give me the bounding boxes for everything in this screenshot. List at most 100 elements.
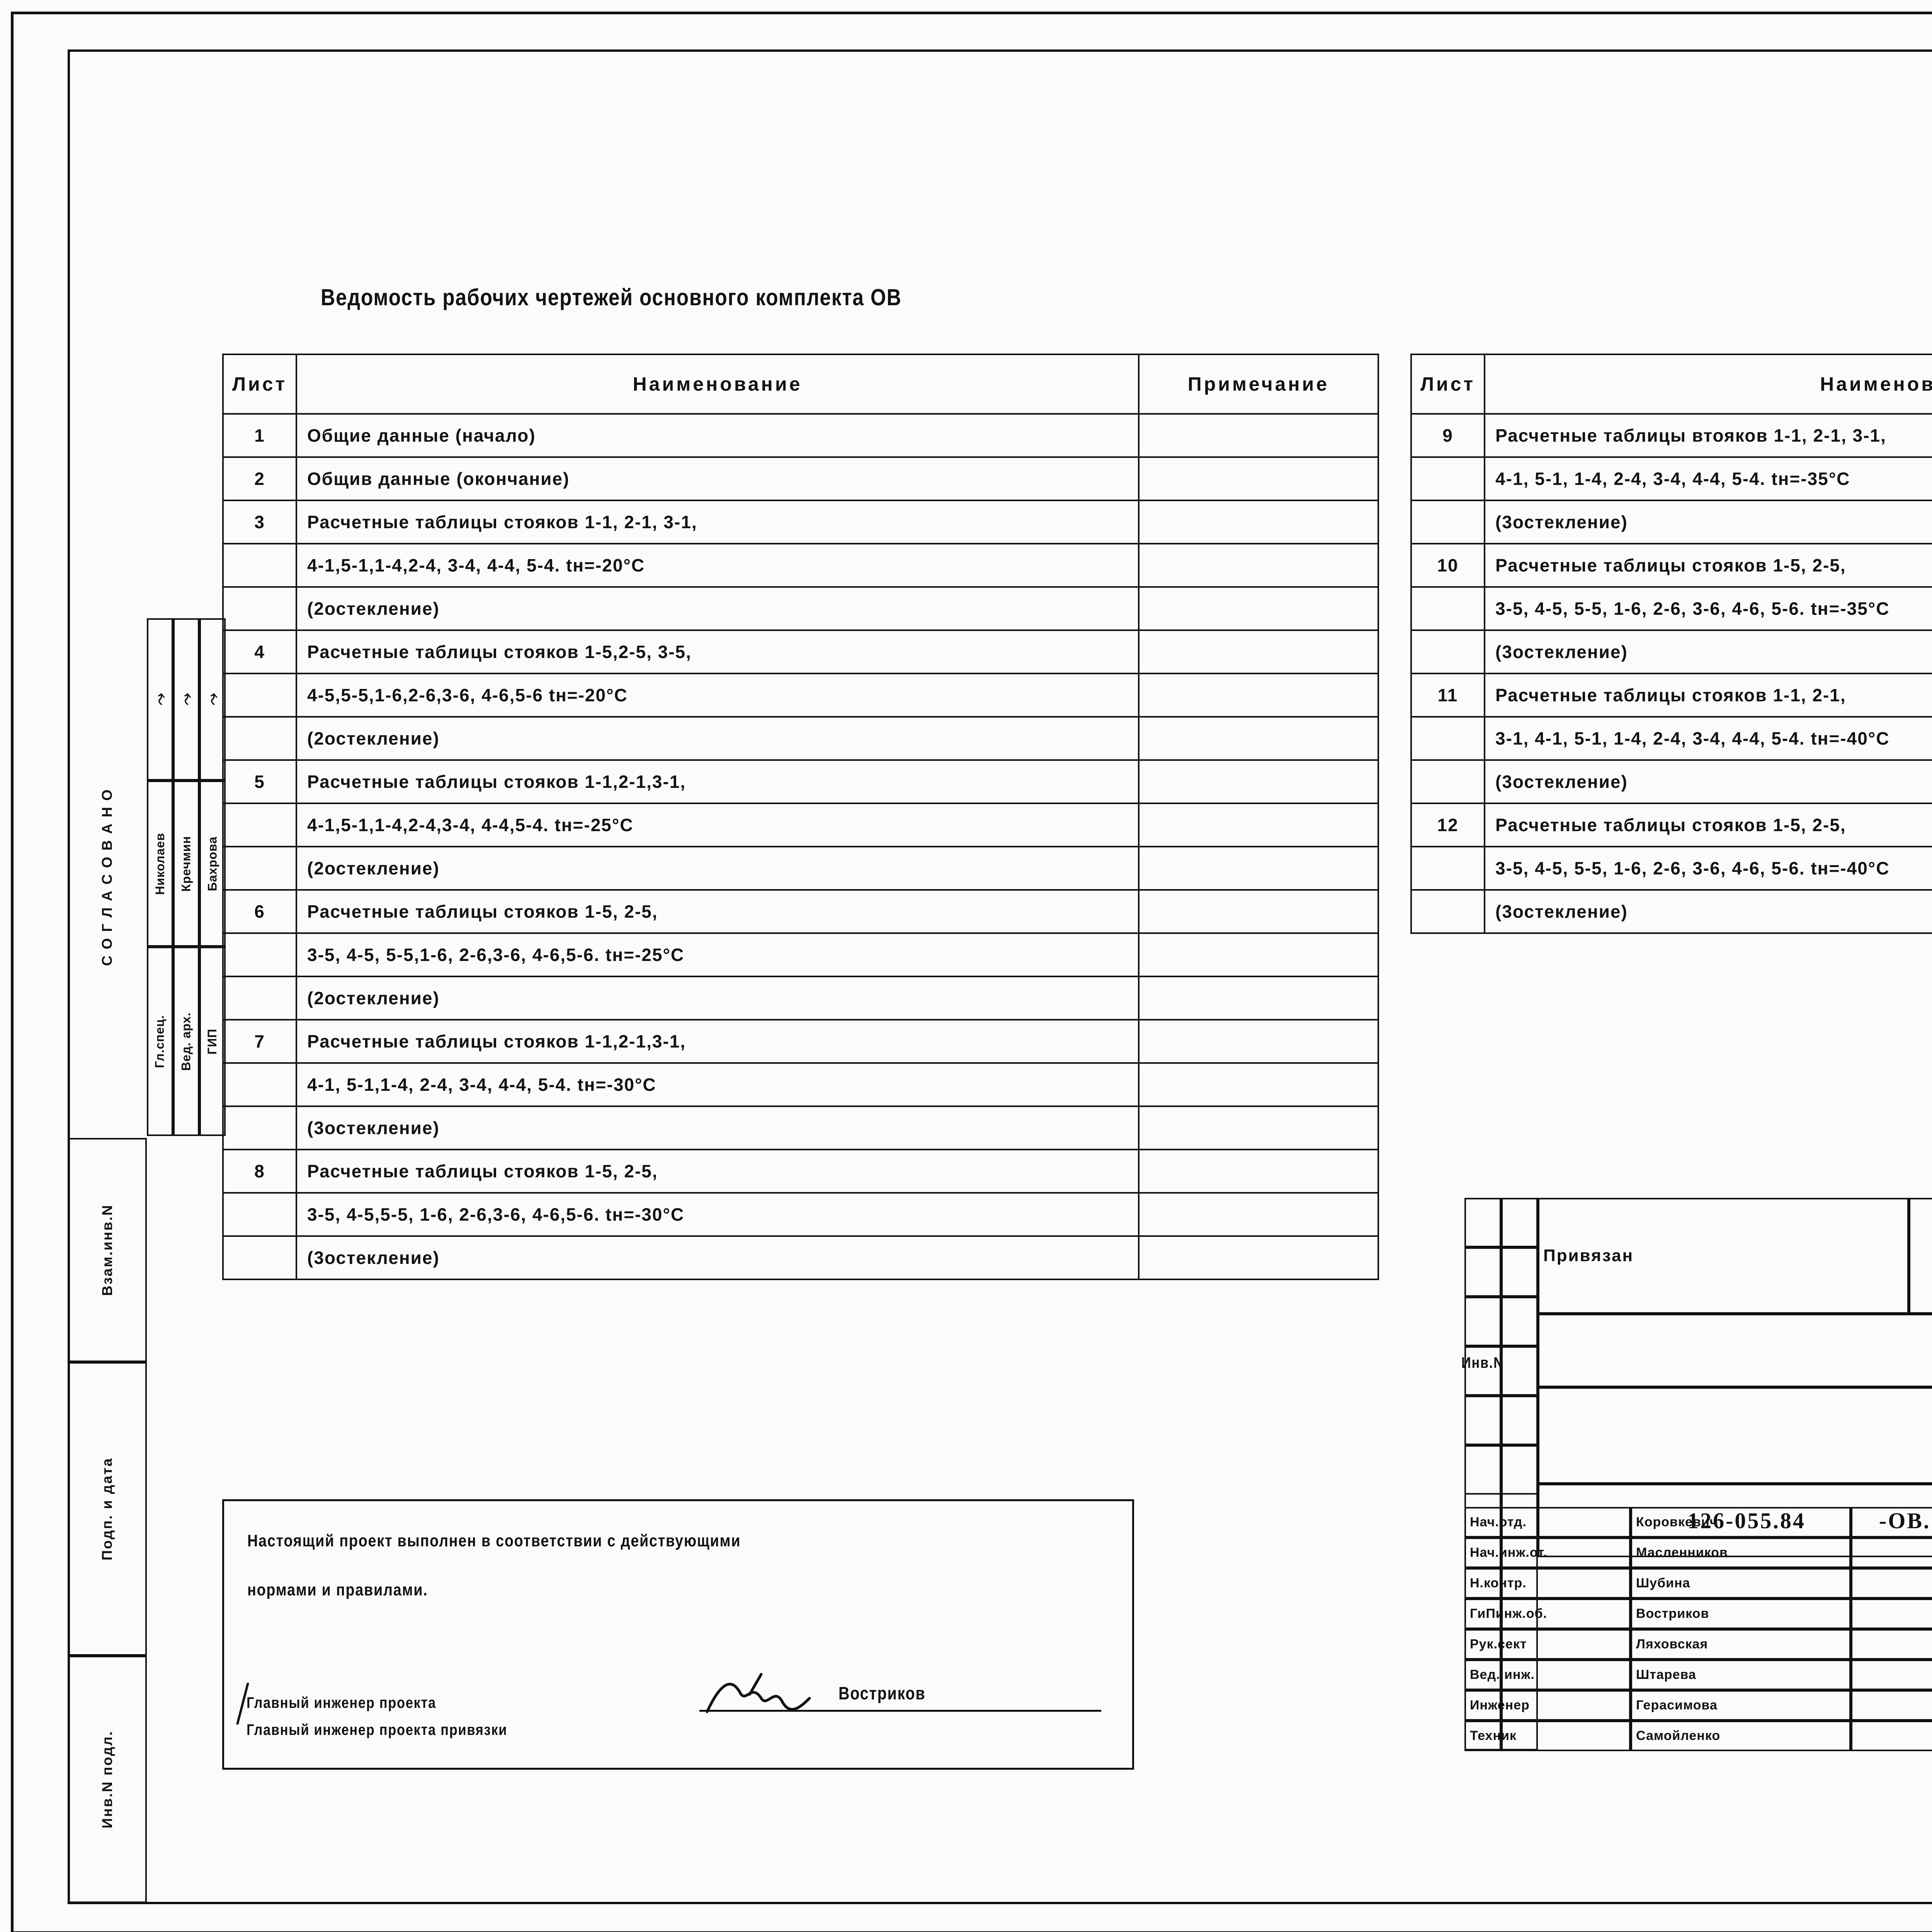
cell-name: 4-1,5-1,1-4,2-4,3-4, 4-4,5-4. tн=-25°С: [296, 803, 1139, 847]
cell-note: [1138, 759, 1379, 804]
name-cell: Масленников: [1631, 1537, 1851, 1568]
table-row: (2остекление): [222, 846, 1379, 891]
table-row: 9 Расчетные таблицы втояков 1-1, 2-1, 3-1…: [1410, 413, 1932, 458]
cell-name: Расчетные таблицы стояков 1-5, 2-5,: [296, 889, 1139, 934]
cell-sheet-number: [1410, 500, 1485, 544]
approver-name: Масленников: [1636, 1545, 1728, 1560]
cell-name: (3остекление): [1484, 759, 1932, 804]
cell-sheet-number: 12: [1410, 803, 1485, 847]
approver-name: Самойленко: [1636, 1728, 1721, 1743]
table-row: 1 Общие данные (начало): [222, 413, 1379, 458]
inv-podl-cell: Инв.N подл.: [68, 1656, 147, 1903]
table-row: 12 Расчетные таблицы стояков 1-5, 2-5,: [1410, 803, 1932, 847]
cell-sheet-number: [222, 586, 297, 631]
table-row: 11 Расчетные таблицы стояков 1-1, 2-1,: [1410, 673, 1932, 718]
drawing-code: 126-055.84: [1687, 1508, 1806, 1533]
signature-cell: ⤳: [1851, 1537, 1932, 1568]
cell-name: Расчетные таблицы втояков 1-1, 2-1, 3-1,: [1484, 413, 1932, 458]
cell-sheet-number: 9: [1410, 413, 1485, 458]
approver-name-cell: Николаев: [147, 781, 173, 947]
table-header-row: Лист Наименование Примечание: [222, 354, 1379, 415]
conformance-note-box: Настоящий проект выполнен в соответствии…: [222, 1499, 1134, 1770]
table-row: (3остекление): [222, 1105, 1379, 1150]
cell-name: (3остекление): [296, 1105, 1139, 1150]
table-row: 10 Расчетные таблицы стояков 1-5, 2-5,: [1410, 543, 1932, 588]
table-row: 4-1,5-1,1-4,2-4,3-4, 4-4,5-4. tн=-25°С: [222, 803, 1379, 847]
table-row: 4-5,5-5,1-6,2-6,3-6, 4-6,5-6 tн=-20°С: [222, 673, 1379, 718]
cell-sheet-number: 1: [222, 413, 297, 458]
cell-sheet-number: 4: [222, 629, 297, 674]
approver-signature-icon: ⤳: [177, 692, 195, 706]
signature-cell: ⤳: [1851, 1507, 1932, 1537]
approver-role: Нач.инж.от.: [1470, 1545, 1548, 1560]
table-row: 5 Расчетные таблицы стояков 1-1,2-1,3-1,: [222, 759, 1379, 804]
note-line-2: нормами и правилами.: [247, 1580, 428, 1599]
rev-row: [1464, 1198, 1538, 1247]
cell-sheet-number: [222, 543, 297, 588]
cell-note: [1138, 889, 1379, 934]
table-row: 8 Расчетные таблицы стояков 1-5, 2-5,: [222, 1149, 1379, 1194]
table-row: (3остекление): [1410, 500, 1932, 544]
approver-name: Востриков: [1636, 1606, 1709, 1621]
table-row: 3-5, 4-5, 5-5, 1-6, 2-6, 3-6, 4-6, 5-6. …: [1410, 846, 1932, 891]
role-cell: Рук.сект: [1464, 1629, 1631, 1660]
signature-role-gip-binding: Главный инженер проекта привязки: [247, 1721, 508, 1738]
approver-grid: [116, 746, 224, 1132]
cell-note: [1138, 846, 1379, 891]
cell-note: [1138, 932, 1379, 977]
approver-name-cell: Кречмин: [173, 781, 199, 947]
cell-sheet-number: [222, 1062, 297, 1107]
table-row: 2 Общив данные (окончание): [222, 456, 1379, 501]
signature-cell: ⤳: [1851, 1629, 1932, 1660]
cell-name: (3остекление): [296, 1235, 1139, 1280]
cell-name: Расчетные таблицы стояков 1-1, 2-1, 3-1,: [296, 500, 1139, 544]
name-cell: Штарева: [1631, 1660, 1851, 1690]
cell-name: Расчетные таблицы стояков 1-5,2-5, 3-5,: [296, 629, 1139, 674]
cell-sheet-number: [1410, 586, 1485, 631]
change-inv-label: Взам.инв.N: [99, 1204, 115, 1296]
rev-row: [1464, 1297, 1538, 1346]
cell-name: 3-5, 4-5,5-5, 1-6, 2-6,3-6, 4-6,5-6. tн=…: [296, 1192, 1139, 1237]
approver-role: Рук.сект: [1470, 1637, 1527, 1651]
cell-note: [1138, 803, 1379, 847]
cell-note: [1138, 629, 1379, 674]
rev-row: [1464, 1247, 1538, 1297]
rev-row: [1464, 1396, 1538, 1445]
rev-row: [1464, 1445, 1538, 1495]
cell-name: 4-1, 5-1, 1-4, 2-4, 3-4, 4-4, 5-4. tн=-3…: [1484, 456, 1932, 501]
signature-cell: ⤳: [1851, 1721, 1932, 1751]
name-cell: Герасимова: [1631, 1690, 1851, 1721]
approval-label: С О Г Л А С О В А Н О: [99, 788, 115, 966]
note-line-1: Настоящий проект выполнен в соответствии…: [247, 1531, 741, 1550]
col-header-name: Наименование: [296, 354, 1139, 415]
table-row: (3остекление): [1410, 889, 1932, 934]
cell-note: [1138, 673, 1379, 718]
col-header-sheet: Лист: [1410, 354, 1485, 415]
spacer-cell-2: [1538, 1387, 1932, 1484]
change-inv-cell: Взам.инв.N: [68, 1138, 147, 1362]
table-row: 7 Расчетные таблицы стояков 1-1,2-1,3-1,: [222, 1019, 1379, 1064]
table-row: 3 Расчетные таблицы стояков 1-1, 2-1, 3-1…: [222, 500, 1379, 544]
table-row: 3-5, 4-5, 5-5,1-6, 2-6,3-6, 4-6,5-6. tн=…: [222, 932, 1379, 977]
rev-row: [1464, 1346, 1538, 1396]
table-row: (2остекление): [222, 716, 1379, 761]
table-row: 4-1, 5-1,1-4, 2-4, 3-4, 4-4, 5-4. tн=-30…: [222, 1062, 1379, 1107]
approver-signature-cell: ⤳: [199, 618, 226, 781]
name-cell: Самойленко: [1631, 1721, 1851, 1751]
register-table-left: Лист Наименование Примечание 1 Общие данн…: [222, 354, 1379, 1280]
signature-rule: [699, 1710, 1101, 1712]
linked-value-cell: [1909, 1198, 1932, 1314]
name-cell: Шубина: [1631, 1568, 1851, 1599]
cell-sheet-number: 3: [222, 500, 297, 544]
cell-note: [1138, 586, 1379, 631]
signature-cell: ⤳: [1851, 1690, 1932, 1721]
signature-cell: ⤳: [1851, 1599, 1932, 1629]
cell-sheet-number: 10: [1410, 543, 1485, 588]
set-code: -ОВ. МП: [1879, 1508, 1932, 1533]
cell-sheet-number: [1410, 456, 1485, 501]
signature-cell: ⤳: [1851, 1568, 1932, 1599]
cell-sheet-number: 8: [222, 1149, 297, 1194]
name-cell: Востриков: [1631, 1599, 1851, 1629]
sign-date-cell: Подп. и дата: [68, 1362, 147, 1656]
cell-name: Расчетные таблицы стояков 1-5, 2-5,: [1484, 543, 1932, 588]
